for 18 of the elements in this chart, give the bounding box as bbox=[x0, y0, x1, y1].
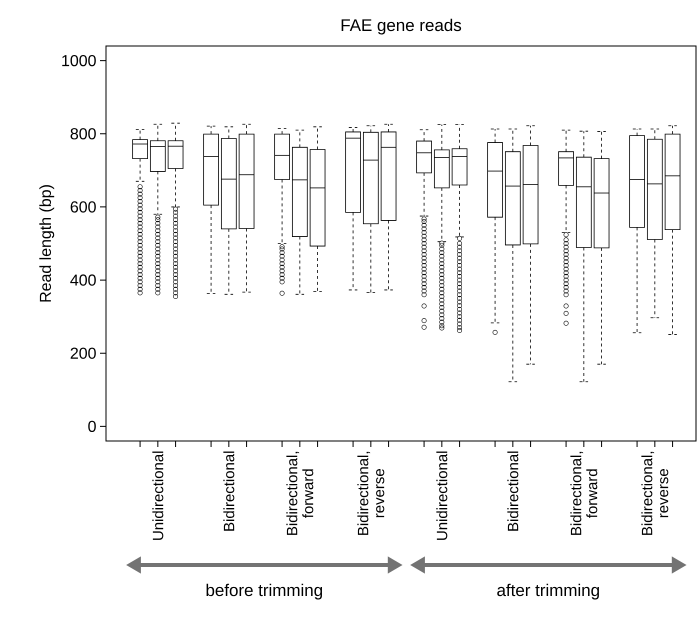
x-tick-label: Bidirectional bbox=[507, 452, 518, 531]
x-tick-label: Bidirectional bbox=[223, 452, 234, 531]
x-tick-label: Bidirectional, forward bbox=[286, 452, 314, 535]
x-tick-label: Unidirectional bbox=[152, 452, 164, 540]
y-tick-label: 400 bbox=[70, 274, 96, 286]
y-axis-title: Read length (bp) bbox=[39, 185, 54, 302]
x-tick-label: Bidirectional, forward bbox=[570, 452, 598, 535]
y-tick-label: 0 bbox=[88, 420, 96, 432]
text: before trimming bbox=[206, 584, 322, 600]
y-tick-label: 800 bbox=[70, 128, 96, 140]
y-tick-label: 600 bbox=[70, 201, 96, 213]
text: after trimming bbox=[497, 584, 599, 600]
chart-title: FAE gene reads bbox=[342, 18, 462, 34]
y-tick-label: 1000 bbox=[62, 54, 96, 66]
x-tick-label: Bidirectional, reverse bbox=[357, 452, 384, 535]
y-tick-label: 200 bbox=[70, 348, 96, 359]
x-tick-label: Bidirectional, reverse bbox=[641, 452, 668, 535]
x-tick-label: Unidirectional bbox=[436, 452, 448, 540]
